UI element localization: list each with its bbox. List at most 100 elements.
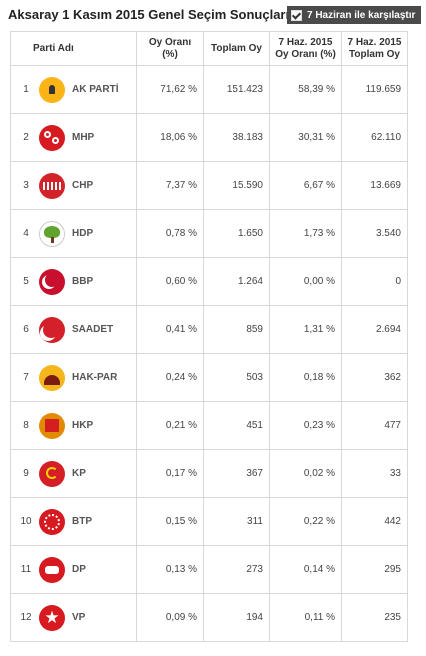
vote-rate: 0,24 % [136, 353, 204, 402]
rank-number: 1 [23, 84, 29, 95]
col-vote-rate: Oy Oranı (%) [136, 31, 204, 66]
hakpar-sun-icon [39, 364, 65, 391]
total-votes: 451 [203, 401, 270, 450]
rank-number: 5 [23, 276, 29, 287]
table-row: 9 KP 0,17 % 367 0,02 % 33 [10, 449, 408, 498]
compare-june-label: 7 Haziran ile karşılaştır [307, 9, 416, 21]
june-vote-rate: 0,14 % [269, 545, 342, 594]
vote-rate: 0,41 % [136, 305, 204, 354]
results-table: Parti Adı Oy Oranı (%) Toplam Oy 7 Haz. … [10, 31, 408, 642]
col-june-rate: 7 Haz. 2015 Oy Oranı (%) [269, 31, 342, 66]
table-row: 6 SAADET 0,41 % 859 1,31 % 2.694 [10, 305, 408, 354]
table-row: 3 CHP 7,37 % 15.590 6,67 % 13.669 [10, 161, 408, 210]
june-total-votes: 362 [341, 353, 408, 402]
hdp-tree-icon [39, 220, 65, 247]
vote-rate: 0,17 % [136, 449, 204, 498]
party-name: VP [72, 612, 86, 623]
chp-six-arrows-icon [39, 172, 65, 199]
party-name: BBP [72, 276, 94, 287]
page-title: Aksaray 1 Kasım 2015 Genel Seçim Sonuçla… [8, 7, 290, 22]
total-votes: 859 [203, 305, 270, 354]
june-total-votes: 62.110 [341, 113, 408, 162]
june-total-votes: 13.669 [341, 161, 408, 210]
table-row: 5 BBP 0,60 % 1.264 0,00 % 0 [10, 257, 408, 306]
june-total-votes: 477 [341, 401, 408, 450]
june-total-votes: 33 [341, 449, 408, 498]
total-votes: 503 [203, 353, 270, 402]
june-total-votes: 119.659 [341, 65, 408, 114]
party-name: BTP [72, 516, 92, 527]
table-row: 11 DP 0,13 % 273 0,14 % 295 [10, 545, 408, 594]
party-name: HDP [72, 228, 94, 239]
kp-hammer-sickle-icon [39, 460, 65, 487]
vote-rate: 0,09 % [136, 593, 204, 642]
total-votes: 1.264 [203, 257, 270, 306]
party-cell: 9 KP [10, 449, 137, 498]
table-header-row: Parti Adı Oy Oranı (%) Toplam Oy 7 Haz. … [10, 31, 408, 66]
rank-number: 6 [23, 324, 29, 335]
june-vote-rate: 1,31 % [269, 305, 342, 354]
party-name: SAADET [72, 324, 114, 335]
table-row: 8 HKP 0,21 % 451 0,23 % 477 [10, 401, 408, 450]
june-vote-rate: 0,00 % [269, 257, 342, 306]
mhp-crescents-icon [39, 124, 65, 151]
table-row: 10 BTP 0,15 % 311 0,22 % 442 [10, 497, 408, 546]
june-total-votes: 442 [341, 497, 408, 546]
june-total-votes: 0 [341, 257, 408, 306]
rank-number: 4 [23, 228, 29, 239]
total-votes: 151.423 [203, 65, 270, 114]
party-name: AK PARTİ [72, 84, 119, 95]
total-votes: 367 [203, 449, 270, 498]
dp-horse-icon [39, 556, 65, 583]
party-cell: 7 HAK-PAR [10, 353, 137, 402]
party-name: KP [72, 468, 86, 479]
june-vote-rate: 1,73 % [269, 209, 342, 258]
vote-rate: 71,62 % [136, 65, 204, 114]
total-votes: 38.183 [203, 113, 270, 162]
vote-rate: 0,13 % [136, 545, 204, 594]
vote-rate: 7,37 % [136, 161, 204, 210]
total-votes: 311 [203, 497, 270, 546]
june-vote-rate: 0,02 % [269, 449, 342, 498]
june-total-votes: 3.540 [341, 209, 408, 258]
hkp-flag-icon [39, 412, 65, 439]
party-name: CHP [72, 180, 94, 191]
table-row: 1 AK PARTİ 71,62 % 151.423 58,39 % 119.659 [10, 65, 408, 114]
rank-number: 10 [20, 516, 32, 527]
party-name: DP [72, 564, 86, 575]
vote-rate: 0,15 % [136, 497, 204, 546]
june-total-votes: 2.694 [341, 305, 408, 354]
results-header: Aksaray 1 Kasım 2015 Genel Seçim Sonuçla… [8, 6, 422, 26]
col-party: Parti Adı [10, 31, 137, 66]
june-vote-rate: 0,23 % [269, 401, 342, 450]
party-cell: 6 SAADET [10, 305, 137, 354]
june-total-votes: 295 [341, 545, 408, 594]
table-row: 4 HDP 0,78 % 1.650 1,73 % 3.540 [10, 209, 408, 258]
party-name: HKP [72, 420, 94, 431]
party-cell: 8 HKP [10, 401, 137, 450]
party-cell: 10 BTP [10, 497, 137, 546]
party-cell: 11 DP [10, 545, 137, 594]
rank-number: 8 [23, 420, 29, 431]
june-total-votes: 235 [341, 593, 408, 642]
checkbox-checked-icon[interactable] [291, 9, 302, 21]
rank-number: 9 [23, 468, 29, 479]
rank-number: 11 [20, 564, 32, 575]
vote-rate: 0,78 % [136, 209, 204, 258]
compare-june-toggle[interactable]: 7 Haziran ile karşılaştır [287, 6, 422, 24]
party-cell: 4 HDP [10, 209, 137, 258]
june-vote-rate: 0,22 % [269, 497, 342, 546]
rank-number: 7 [23, 372, 29, 383]
party-name: HAK-PAR [72, 372, 118, 383]
party-cell: 3 CHP [10, 161, 137, 210]
rank-number: 2 [23, 132, 29, 143]
rank-number: 12 [20, 612, 32, 623]
party-cell: 12 VP [10, 593, 137, 642]
june-vote-rate: 30,31 % [269, 113, 342, 162]
june-vote-rate: 0,11 % [269, 593, 342, 642]
vote-rate: 0,60 % [136, 257, 204, 306]
total-votes: 273 [203, 545, 270, 594]
table-row: 2 MHP 18,06 % 38.183 30,31 % 62.110 [10, 113, 408, 162]
total-votes: 1.650 [203, 209, 270, 258]
